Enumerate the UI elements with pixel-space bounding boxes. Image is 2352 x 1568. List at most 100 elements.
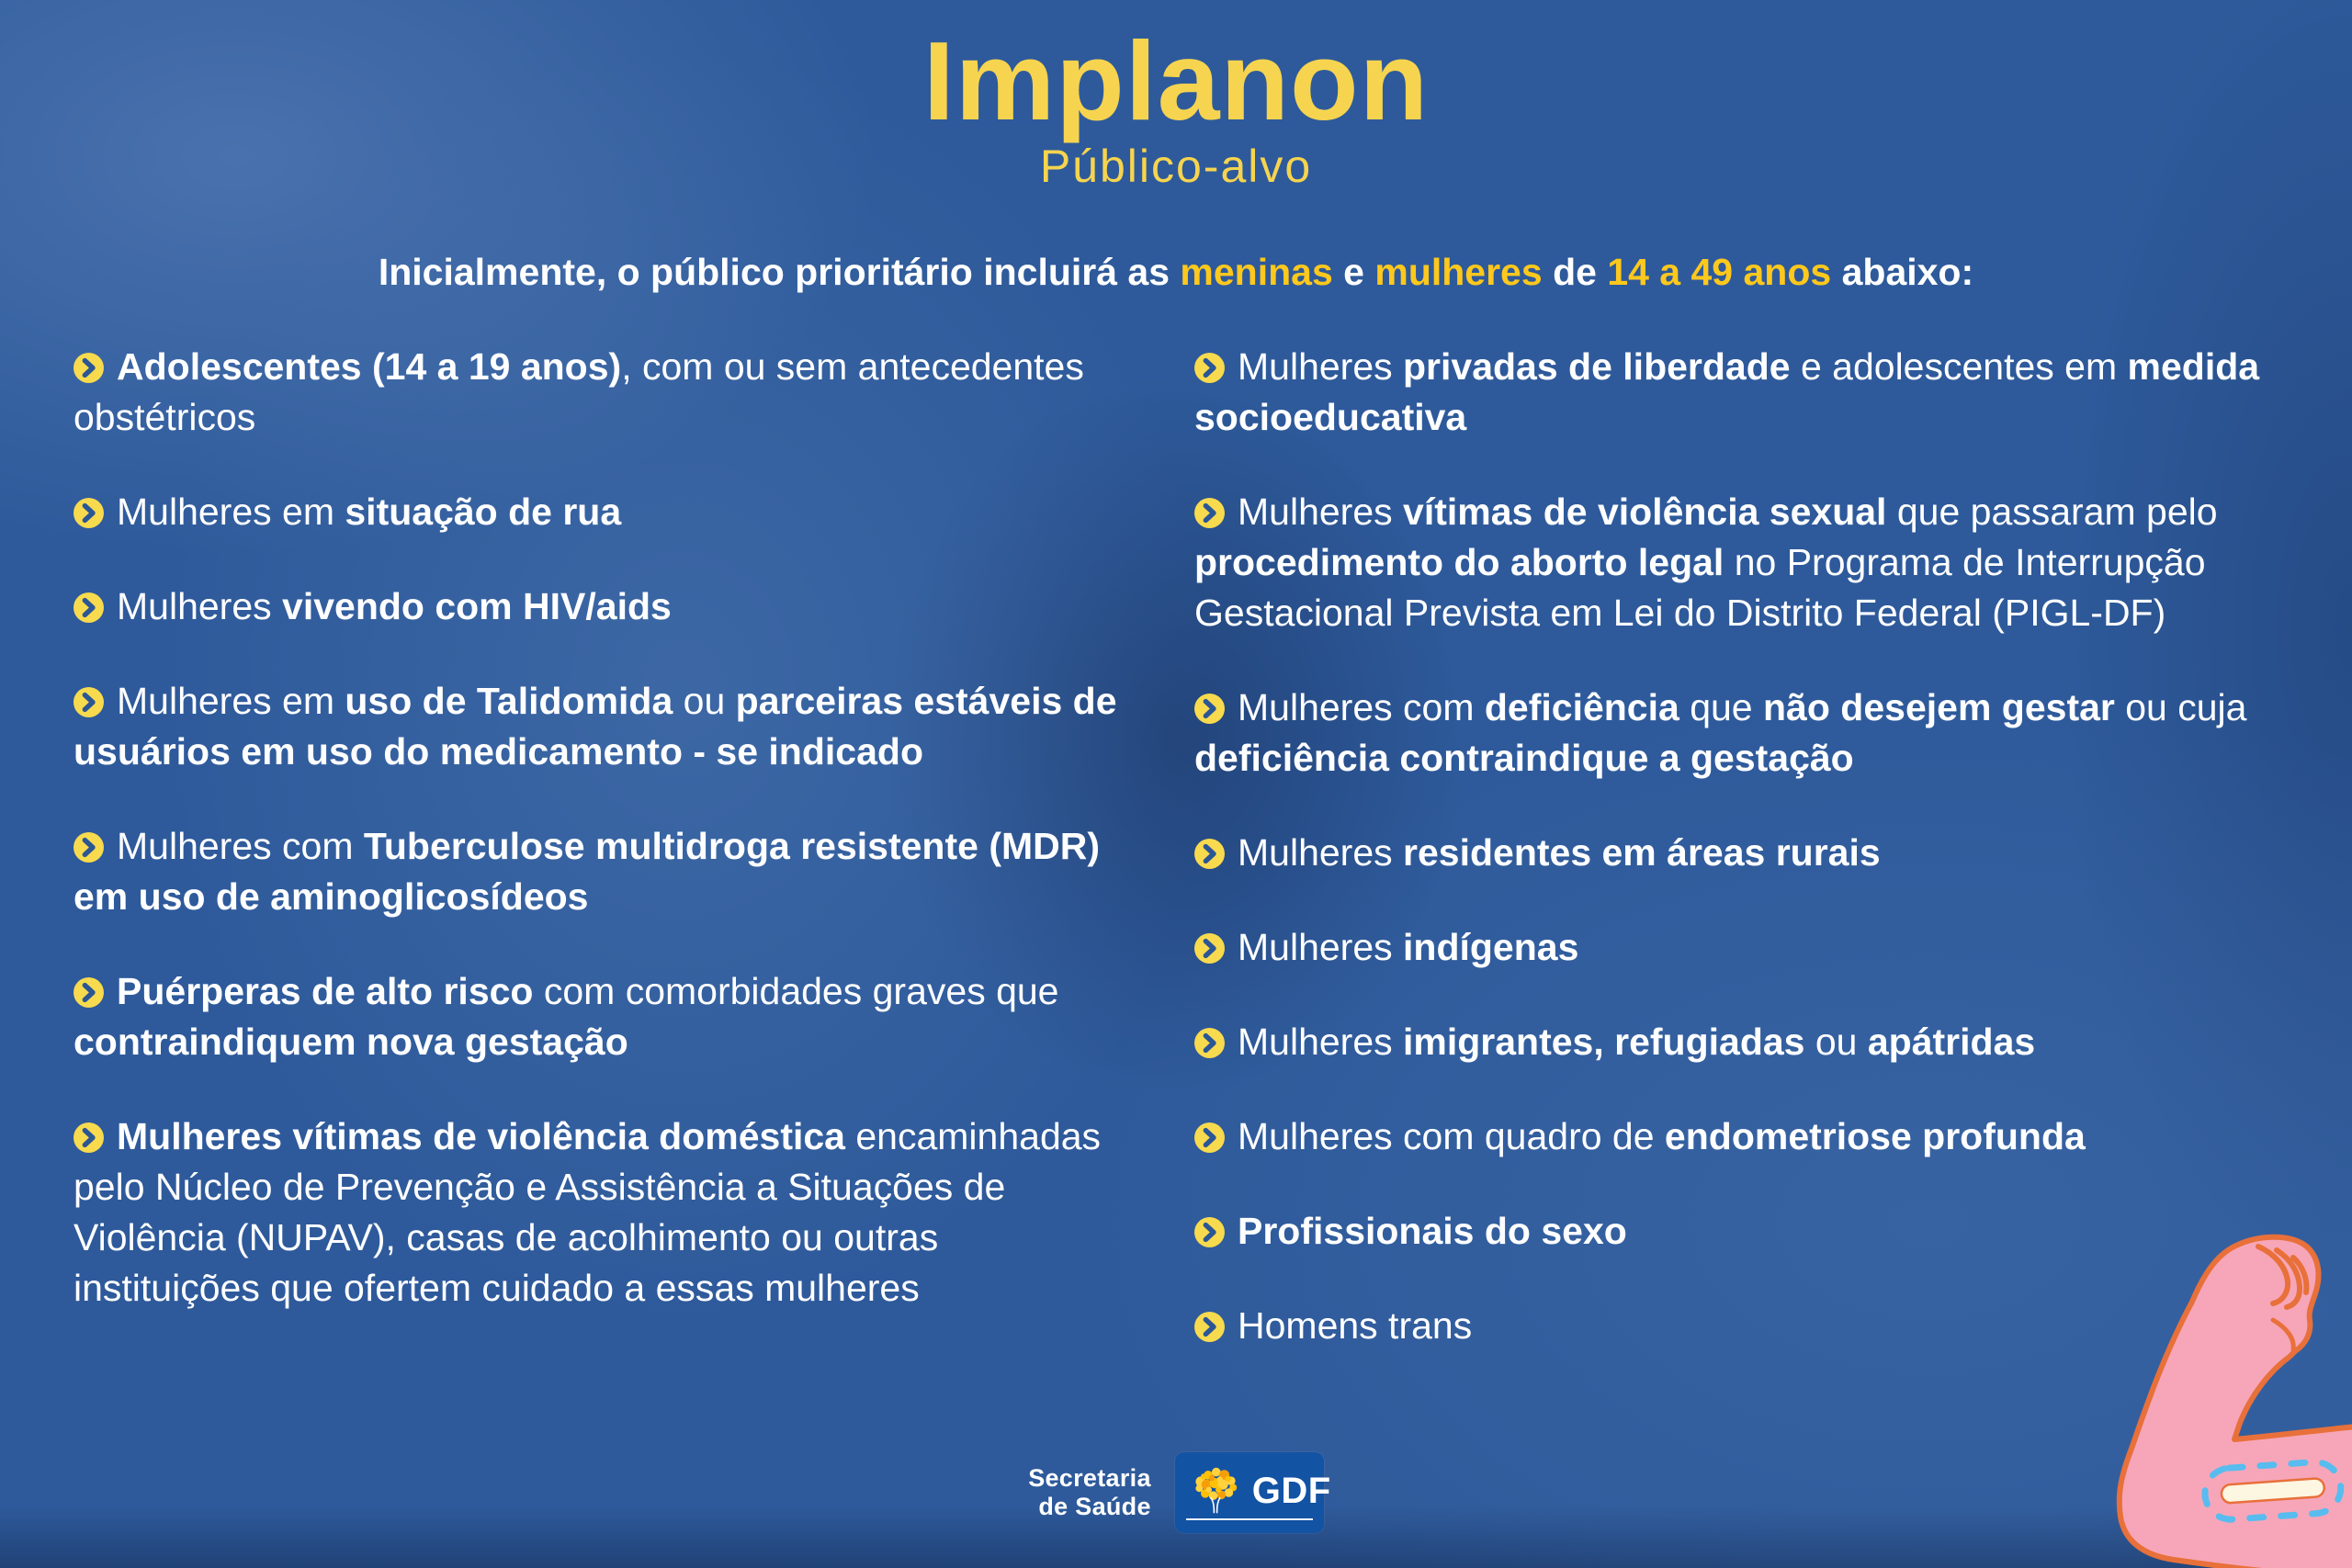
text-segment: endometriose profunda xyxy=(1664,1115,2086,1157)
text-segment: Homens trans xyxy=(1238,1304,1473,1347)
text-segment: Mulheres vítimas de violência doméstica xyxy=(117,1115,845,1157)
text-segment: ou xyxy=(1804,1021,1868,1063)
chevron-bullet-icon xyxy=(74,832,104,863)
target-group-item: Mulheres em uso de Talidomida ou parceir… xyxy=(74,676,1121,777)
text-segment: Mulheres xyxy=(1238,491,1404,533)
target-group-item: Mulheres residentes em áreas rurais xyxy=(1194,828,2280,878)
text-segment: vivendo com HIV/aids xyxy=(282,585,672,627)
page-subtitle: Público-alvo xyxy=(1039,141,1313,193)
text-segment: ou xyxy=(673,680,736,722)
text-segment: Profissionais do sexo xyxy=(1238,1210,1627,1252)
text-segment: privadas de liberdade xyxy=(1403,345,1791,388)
text-segment: Adolescentes (14 a 19 anos) xyxy=(117,345,622,388)
text-segment: Mulheres xyxy=(1238,345,1404,388)
intro-text: Inicialmente, o público prioritário incl… xyxy=(101,250,2251,295)
chevron-bullet-icon xyxy=(1194,1122,1225,1153)
chevron-bullet-icon xyxy=(74,687,104,717)
target-group-item: Mulheres em situação de rua xyxy=(74,487,1121,537)
target-group-item: Mulheres imigrantes, refugiadas ou apátr… xyxy=(1194,1017,2280,1067)
gdf-logo-baseline xyxy=(1185,1518,1313,1520)
text-segment: Mulheres com xyxy=(1238,686,1485,728)
text-segment: de xyxy=(1542,251,1608,293)
implant-dashed-outline xyxy=(2201,1459,2345,1523)
chevron-bullet-icon xyxy=(74,353,104,383)
text-segment: procedimento do aborto legal xyxy=(1194,541,1724,583)
arm-silhouette xyxy=(2116,1234,2352,1568)
text-segment: indígenas xyxy=(1403,926,1579,968)
fist-finger-lines xyxy=(2256,1244,2310,1352)
text-segment: não desejem gestar xyxy=(1763,686,2115,728)
chevron-bullet-icon xyxy=(1194,1217,1225,1247)
text-segment: Mulheres xyxy=(1238,831,1404,874)
target-group-item: Mulheres com deficiência que não desejem… xyxy=(1194,682,2280,784)
text-segment: mulheres xyxy=(1374,251,1543,293)
text-segment: contraindiquem nova gestação xyxy=(74,1021,628,1063)
target-group-item: Mulheres indígenas xyxy=(1194,922,2280,973)
chevron-bullet-icon xyxy=(1194,353,1225,383)
text-segment: abaixo: xyxy=(1831,251,1974,293)
text-segment: e xyxy=(1332,251,1375,293)
text-segment: residentes em áreas rurais xyxy=(1403,831,1881,874)
right-column: Mulheres privadas de liberdade e adolesc… xyxy=(1194,342,2280,1351)
text-segment: Puérperas de alto risco xyxy=(117,970,534,1012)
text-segment: apátridas xyxy=(1867,1021,2036,1063)
target-group-item: Mulheres com Tuberculose multidroga resi… xyxy=(74,821,1121,922)
implant-rod-icon xyxy=(2220,1477,2325,1505)
text-segment: Tuberculose multidroga resistente (MDR) … xyxy=(74,825,1100,918)
text-segment: Mulheres xyxy=(1238,1021,1404,1063)
text-segment: deficiência xyxy=(1484,686,1679,728)
chevron-bullet-icon xyxy=(74,592,104,623)
text-segment: medida socioeducativa xyxy=(1194,345,2260,438)
text-segment: Mulheres xyxy=(117,585,283,627)
org-name-line2: de Saúde xyxy=(1038,1493,1151,1520)
target-group-item: Puérperas de alto risco com comorbidades… xyxy=(74,966,1121,1067)
chevron-bullet-icon xyxy=(1194,933,1225,964)
text-segment: parceiras estáveis de usuários em uso do… xyxy=(74,680,1117,773)
target-group-item: Mulheres vivendo com HIV/aids xyxy=(74,581,1121,632)
text-segment: Mulheres em xyxy=(117,680,345,722)
text-segment: encaminhadas pelo Núcleo de Prevenção e … xyxy=(74,1115,1102,1309)
chevron-bullet-icon xyxy=(74,498,104,528)
text-segment: que xyxy=(1679,686,1764,728)
target-group-item: Profissionais do sexo xyxy=(1194,1206,2280,1257)
text-segment: Mulheres com xyxy=(117,825,364,867)
chevron-bullet-icon xyxy=(1194,1028,1225,1058)
text-segment: com comorbidades graves que xyxy=(533,970,1059,1012)
target-group-item: Mulheres com quadro de endometriose prof… xyxy=(1194,1111,2280,1162)
chevron-bullet-icon xyxy=(1194,839,1225,869)
text-segment: Mulheres com quadro de xyxy=(1238,1115,1665,1157)
target-group-item: Mulheres privadas de liberdade e adolesc… xyxy=(1194,342,2280,443)
text-segment: que passaram pelo xyxy=(1886,491,2218,533)
text-segment: , com ou sem antecedentes obstétricos xyxy=(74,345,1084,438)
text-segment: 14 a 49 anos xyxy=(1607,251,1832,293)
ipe-tree-icon xyxy=(1195,1467,1237,1514)
header: Implanon Público-alvo xyxy=(0,24,2352,192)
text-segment: no Programa de Interrupção Gestacional P… xyxy=(1194,541,2206,634)
target-group-item: Mulheres vítimas de violência doméstica … xyxy=(74,1111,1121,1314)
chevron-bullet-icon xyxy=(1194,694,1225,724)
text-segment: Inicialmente, o público prioritário incl… xyxy=(378,251,1181,293)
text-segment: imigrantes, refugiadas xyxy=(1403,1021,1805,1063)
text-segment: meninas xyxy=(1180,251,1333,293)
chevron-bullet-icon xyxy=(74,977,104,1008)
left-column: Adolescentes (14 a 19 anos), com ou sem … xyxy=(74,342,1121,1314)
text-segment: vítimas de violência sexual xyxy=(1403,491,1887,533)
target-group-item: Adolescentes (14 a 19 anos), com ou sem … xyxy=(74,342,1121,443)
chevron-bullet-icon xyxy=(74,1122,104,1153)
org-name: Secretaria de Saúde xyxy=(1028,1464,1151,1521)
target-groups: Adolescentes (14 a 19 anos), com ou sem … xyxy=(74,342,2280,1351)
target-group-item: Mulheres vítimas de violência sexual que… xyxy=(1194,487,2280,638)
text-segment: e adolescentes em xyxy=(1790,345,2128,388)
flexed-arm-illustration xyxy=(2116,1234,2352,1568)
chevron-bullet-icon xyxy=(1194,498,1225,528)
text-segment: Mulheres em xyxy=(117,491,345,533)
gdf-logo: GDF xyxy=(1174,1452,1330,1533)
org-name-line1: Secretaria xyxy=(1028,1464,1151,1492)
text-segment: ou cuja xyxy=(2114,686,2247,728)
page-title: Implanon xyxy=(922,18,1430,143)
text-segment: Mulheres xyxy=(1238,926,1404,968)
text-segment: situação de rua xyxy=(345,491,622,533)
gdf-label: GDF xyxy=(1251,1471,1331,1511)
chevron-bullet-icon xyxy=(1194,1312,1225,1342)
